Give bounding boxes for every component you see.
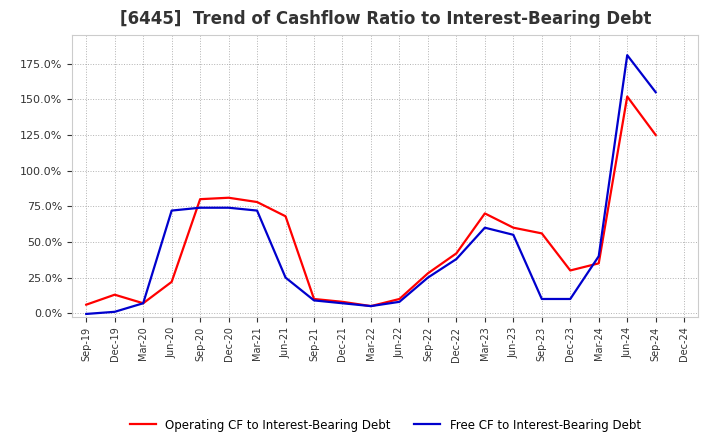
Free CF to Interest-Bearing Debt <box>253 208 261 213</box>
Operating CF to Interest-Bearing Debt <box>595 260 603 266</box>
Free CF to Interest-Bearing Debt <box>338 301 347 306</box>
Operating CF to Interest-Bearing Debt <box>310 296 318 301</box>
Operating CF to Interest-Bearing Debt <box>652 132 660 138</box>
Free CF to Interest-Bearing Debt <box>452 257 461 262</box>
Line: Free CF to Interest-Bearing Debt: Free CF to Interest-Bearing Debt <box>86 55 656 314</box>
Line: Operating CF to Interest-Bearing Debt: Operating CF to Interest-Bearing Debt <box>86 96 656 306</box>
Operating CF to Interest-Bearing Debt <box>253 199 261 205</box>
Free CF to Interest-Bearing Debt <box>167 208 176 213</box>
Operating CF to Interest-Bearing Debt <box>196 197 204 202</box>
Free CF to Interest-Bearing Debt <box>423 275 432 280</box>
Operating CF to Interest-Bearing Debt <box>452 251 461 256</box>
Operating CF to Interest-Bearing Debt <box>82 302 91 307</box>
Free CF to Interest-Bearing Debt <box>509 232 518 238</box>
Operating CF to Interest-Bearing Debt <box>282 214 290 219</box>
Free CF to Interest-Bearing Debt <box>82 312 91 317</box>
Free CF to Interest-Bearing Debt <box>225 205 233 210</box>
Operating CF to Interest-Bearing Debt <box>395 296 404 301</box>
Operating CF to Interest-Bearing Debt <box>225 195 233 200</box>
Title: [6445]  Trend of Cashflow Ratio to Interest-Bearing Debt: [6445] Trend of Cashflow Ratio to Intere… <box>120 10 651 28</box>
Free CF to Interest-Bearing Debt <box>366 304 375 309</box>
Free CF to Interest-Bearing Debt <box>282 275 290 280</box>
Free CF to Interest-Bearing Debt <box>310 298 318 303</box>
Operating CF to Interest-Bearing Debt <box>423 271 432 276</box>
Operating CF to Interest-Bearing Debt <box>139 301 148 306</box>
Free CF to Interest-Bearing Debt <box>139 301 148 306</box>
Free CF to Interest-Bearing Debt <box>537 296 546 301</box>
Operating CF to Interest-Bearing Debt <box>623 94 631 99</box>
Free CF to Interest-Bearing Debt <box>395 299 404 304</box>
Free CF to Interest-Bearing Debt <box>595 253 603 259</box>
Operating CF to Interest-Bearing Debt <box>480 211 489 216</box>
Free CF to Interest-Bearing Debt <box>480 225 489 230</box>
Free CF to Interest-Bearing Debt <box>566 296 575 301</box>
Operating CF to Interest-Bearing Debt <box>366 304 375 309</box>
Operating CF to Interest-Bearing Debt <box>338 299 347 304</box>
Operating CF to Interest-Bearing Debt <box>110 292 119 297</box>
Operating CF to Interest-Bearing Debt <box>509 225 518 230</box>
Free CF to Interest-Bearing Debt <box>110 309 119 315</box>
Operating CF to Interest-Bearing Debt <box>167 279 176 285</box>
Operating CF to Interest-Bearing Debt <box>566 268 575 273</box>
Legend: Operating CF to Interest-Bearing Debt, Free CF to Interest-Bearing Debt: Operating CF to Interest-Bearing Debt, F… <box>124 413 647 438</box>
Free CF to Interest-Bearing Debt <box>196 205 204 210</box>
Free CF to Interest-Bearing Debt <box>652 90 660 95</box>
Operating CF to Interest-Bearing Debt <box>537 231 546 236</box>
Free CF to Interest-Bearing Debt <box>623 52 631 58</box>
